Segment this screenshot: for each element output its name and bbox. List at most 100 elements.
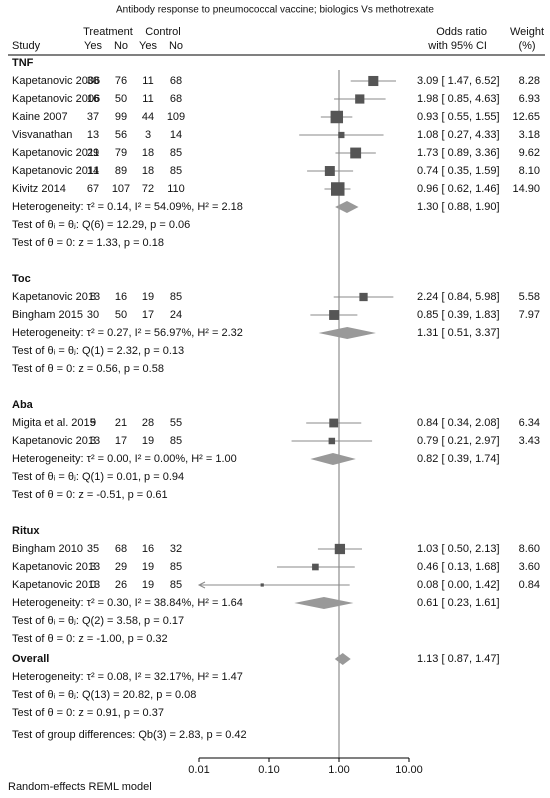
group-label: Aba [12,399,34,411]
ci-label: 0.74 [ 0.35, 1.59] [417,165,500,177]
ci-label: 0.82 [ 0.39, 1.74] [417,453,500,465]
test: Test of θᵢ = θⱼ: Q(1) = 2.32, p = 0.13 [12,345,184,357]
study-marker [330,110,344,124]
study-marker [329,310,339,320]
weight: 3.43 [519,435,540,447]
count: 3 [90,435,96,447]
ci-label: 0.79 [ 0.21, 2.97] [417,435,500,447]
count: 3 [145,129,151,141]
count: 19 [142,435,154,447]
ci-label: 1.31 [ 0.51, 3.37] [417,327,500,339]
study-marker [350,147,362,159]
header: Control [145,26,180,38]
count: 16 [115,291,127,303]
study-name: Kapetanovic 2011 [12,165,99,177]
count: 68 [115,543,127,555]
header: with 95% CI [427,40,487,52]
ci-label: 1.03 [ 0.50, 2.13] [417,543,500,555]
study-name: Kapetanovic 2006 [12,93,100,105]
weight: 5.58 [519,291,540,303]
ci-label: 1.73 [ 0.89, 3.36] [417,147,500,159]
x-tick-label: 0.10 [258,764,279,776]
weight: 6.93 [519,93,540,105]
header: Yes [139,40,157,52]
count: 9 [90,417,96,429]
pooled-diamond [318,327,376,339]
group-label: TNF [12,57,34,69]
ci-label: 1.98 [ 0.85, 4.63] [417,93,500,105]
weight: 3.18 [519,129,540,141]
ci-label: 1.30 [ 0.88, 1.90] [417,201,500,213]
count: 19 [142,579,154,591]
study-marker [368,75,379,87]
weight: 7.97 [519,309,540,321]
header: Study [12,40,41,52]
count: 109 [167,111,185,123]
count: 30 [87,309,99,321]
study-marker [355,94,365,104]
count: 56 [115,129,127,141]
count: 79 [115,147,127,159]
heterogeneity: Heterogeneity: τ² = 0.30, I² = 38.84%, H… [12,597,243,609]
ci-label: 0.46 [ 0.13, 1.68] [417,561,500,573]
pooled-diamond [334,653,351,665]
count: 67 [87,183,99,195]
ci-label: 0.08 [ 0.00, 1.42] [417,579,500,591]
count: 85 [170,165,182,177]
study-marker [328,437,336,445]
count: 21 [115,417,127,429]
count: 0 [90,579,96,591]
chart-title: Antibody response to pneumococcal vaccin… [116,5,434,16]
test: Test of θᵢ = θⱼ: Q(13) = 20.82, p = 0.08 [12,689,196,701]
x-tick-label: 0.01 [188,764,209,776]
count: 68 [170,93,182,105]
count: 18 [142,165,154,177]
count: 37 [87,111,99,123]
count: 99 [115,111,127,123]
group-label: Toc [12,273,31,285]
count: 85 [170,435,182,447]
study-name: Kapetanovic 2011 [12,147,99,159]
count: 72 [142,183,154,195]
count: 26 [115,579,127,591]
study-marker [338,131,345,139]
weight: 6.34 [519,417,540,429]
count: 19 [142,561,154,573]
ci-arrow [197,581,206,589]
count: 85 [170,291,182,303]
group-label: Overall [12,653,49,665]
count: 107 [112,183,130,195]
weight: 8.60 [519,543,540,555]
count: 68 [170,75,182,87]
ci-label: 2.24 [ 0.84, 5.98] [417,291,500,303]
count: 32 [170,543,182,555]
study-name: Bingham 2015 [12,309,83,321]
weight: 9.62 [519,147,540,159]
count: 76 [115,75,127,87]
header: (%) [518,40,535,52]
weight: 14.90 [512,183,540,195]
test: Test of θ = 0: z = -0.51, p = 0.61 [12,489,168,501]
test: Test of θᵢ = θⱼ: Q(2) = 3.58, p = 0.17 [12,615,184,627]
heterogeneity: Heterogeneity: τ² = 0.08, I² = 32.17%, H… [12,671,243,683]
count: 17 [115,435,127,447]
pooled-diamond [335,201,359,213]
study-name: Kapetanovic 2013 [12,291,100,303]
ci-label: 0.96 [ 0.62, 1.46] [417,183,500,195]
pooled-diamond [294,597,354,609]
count: 3 [90,561,96,573]
count: 50 [115,93,127,105]
group-test: Test of group differences: Qb(3) = 2.83,… [12,729,247,741]
count: 35 [87,543,99,555]
test: Test of θ = 0: z = 0.91, p = 0.37 [12,707,164,719]
pooled-diamond [310,453,356,465]
x-tick-label: 1.00 [328,764,349,776]
ci-label: 0.93 [ 0.55, 1.55] [417,111,500,123]
count: 29 [115,561,127,573]
study-marker [329,418,339,428]
ci-label: 1.13 [ 0.87, 1.47] [417,653,500,665]
count: 16 [142,543,154,555]
study-marker [331,182,345,196]
count: 14 [87,165,99,177]
